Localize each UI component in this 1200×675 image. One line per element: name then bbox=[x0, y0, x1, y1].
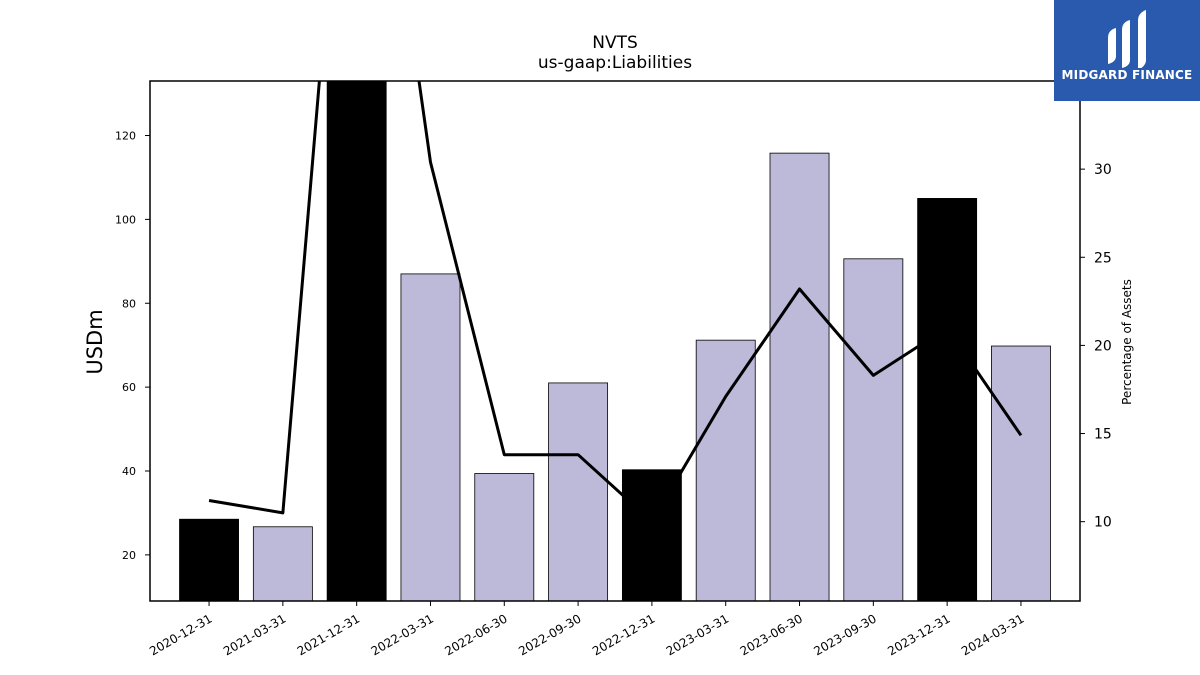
y-tick-label: 20 bbox=[122, 549, 136, 562]
x-tick-label: 2023-09-30 bbox=[811, 611, 878, 658]
bar-2023-06-30 bbox=[769, 152, 830, 601]
y-tick-label: 120 bbox=[115, 130, 136, 143]
y2-tick-label: 10 bbox=[1094, 515, 1112, 531]
x-tick-label: 2022-12-31 bbox=[590, 611, 657, 658]
brand-name: MIDGARD FINANCE bbox=[1061, 68, 1193, 82]
y2-tick-label: 15 bbox=[1094, 427, 1112, 443]
bar-2021-12-31 bbox=[326, 81, 387, 601]
chart-subtitle: us-gaap:Liabilities bbox=[538, 53, 692, 73]
y-tick-label: 80 bbox=[122, 297, 136, 310]
bar-2020-12-31 bbox=[179, 518, 239, 601]
bar-2022-03-31 bbox=[400, 273, 461, 601]
x-tick-label: 2021-12-31 bbox=[295, 611, 362, 658]
brand-logo: MIDGARD FINANCE bbox=[1054, 0, 1200, 101]
bar-2023-09-30 bbox=[843, 258, 904, 601]
percentage-of-assets-line bbox=[208, 81, 1023, 524]
y-axis-label: USDm bbox=[83, 309, 107, 374]
x-tick-label: 2024-03-31 bbox=[959, 611, 1026, 658]
y2-tick-label: 30 bbox=[1094, 162, 1112, 178]
x-tick-label: 2023-03-31 bbox=[664, 611, 731, 658]
x-tick-label: 2021-03-31 bbox=[221, 611, 288, 658]
brand-icon bbox=[1108, 10, 1146, 68]
plot-frame bbox=[149, 80, 1081, 602]
x-tick-label: 2023-12-31 bbox=[885, 611, 952, 658]
y2-axis-label: Percentage of Assets bbox=[1120, 279, 1134, 405]
bar-2022-06-30 bbox=[474, 473, 535, 601]
bar-2023-03-31 bbox=[695, 339, 756, 601]
y2-tick-label: 20 bbox=[1094, 338, 1112, 354]
bar-2021-03-31 bbox=[252, 526, 313, 601]
x-tick-label: 2022-06-30 bbox=[442, 611, 509, 658]
x-tick-label: 2020-12-31 bbox=[147, 611, 214, 658]
y2-tick-label: 25 bbox=[1094, 250, 1112, 266]
x-tick-label: 2023-06-30 bbox=[738, 611, 805, 658]
chart-title: NVTS bbox=[592, 33, 638, 53]
x-tick-label: 2022-09-30 bbox=[516, 611, 583, 658]
y-tick-label: 100 bbox=[115, 213, 136, 226]
y-tick-label: 60 bbox=[122, 381, 136, 394]
bar-2022-09-30 bbox=[548, 382, 609, 601]
bar-2022-12-31 bbox=[621, 469, 682, 601]
y-tick-label: 40 bbox=[122, 465, 136, 478]
bar-2023-12-31 bbox=[917, 198, 978, 601]
x-tick-label: 2022-03-31 bbox=[369, 611, 436, 658]
bar-2024-03-31 bbox=[991, 345, 1051, 601]
